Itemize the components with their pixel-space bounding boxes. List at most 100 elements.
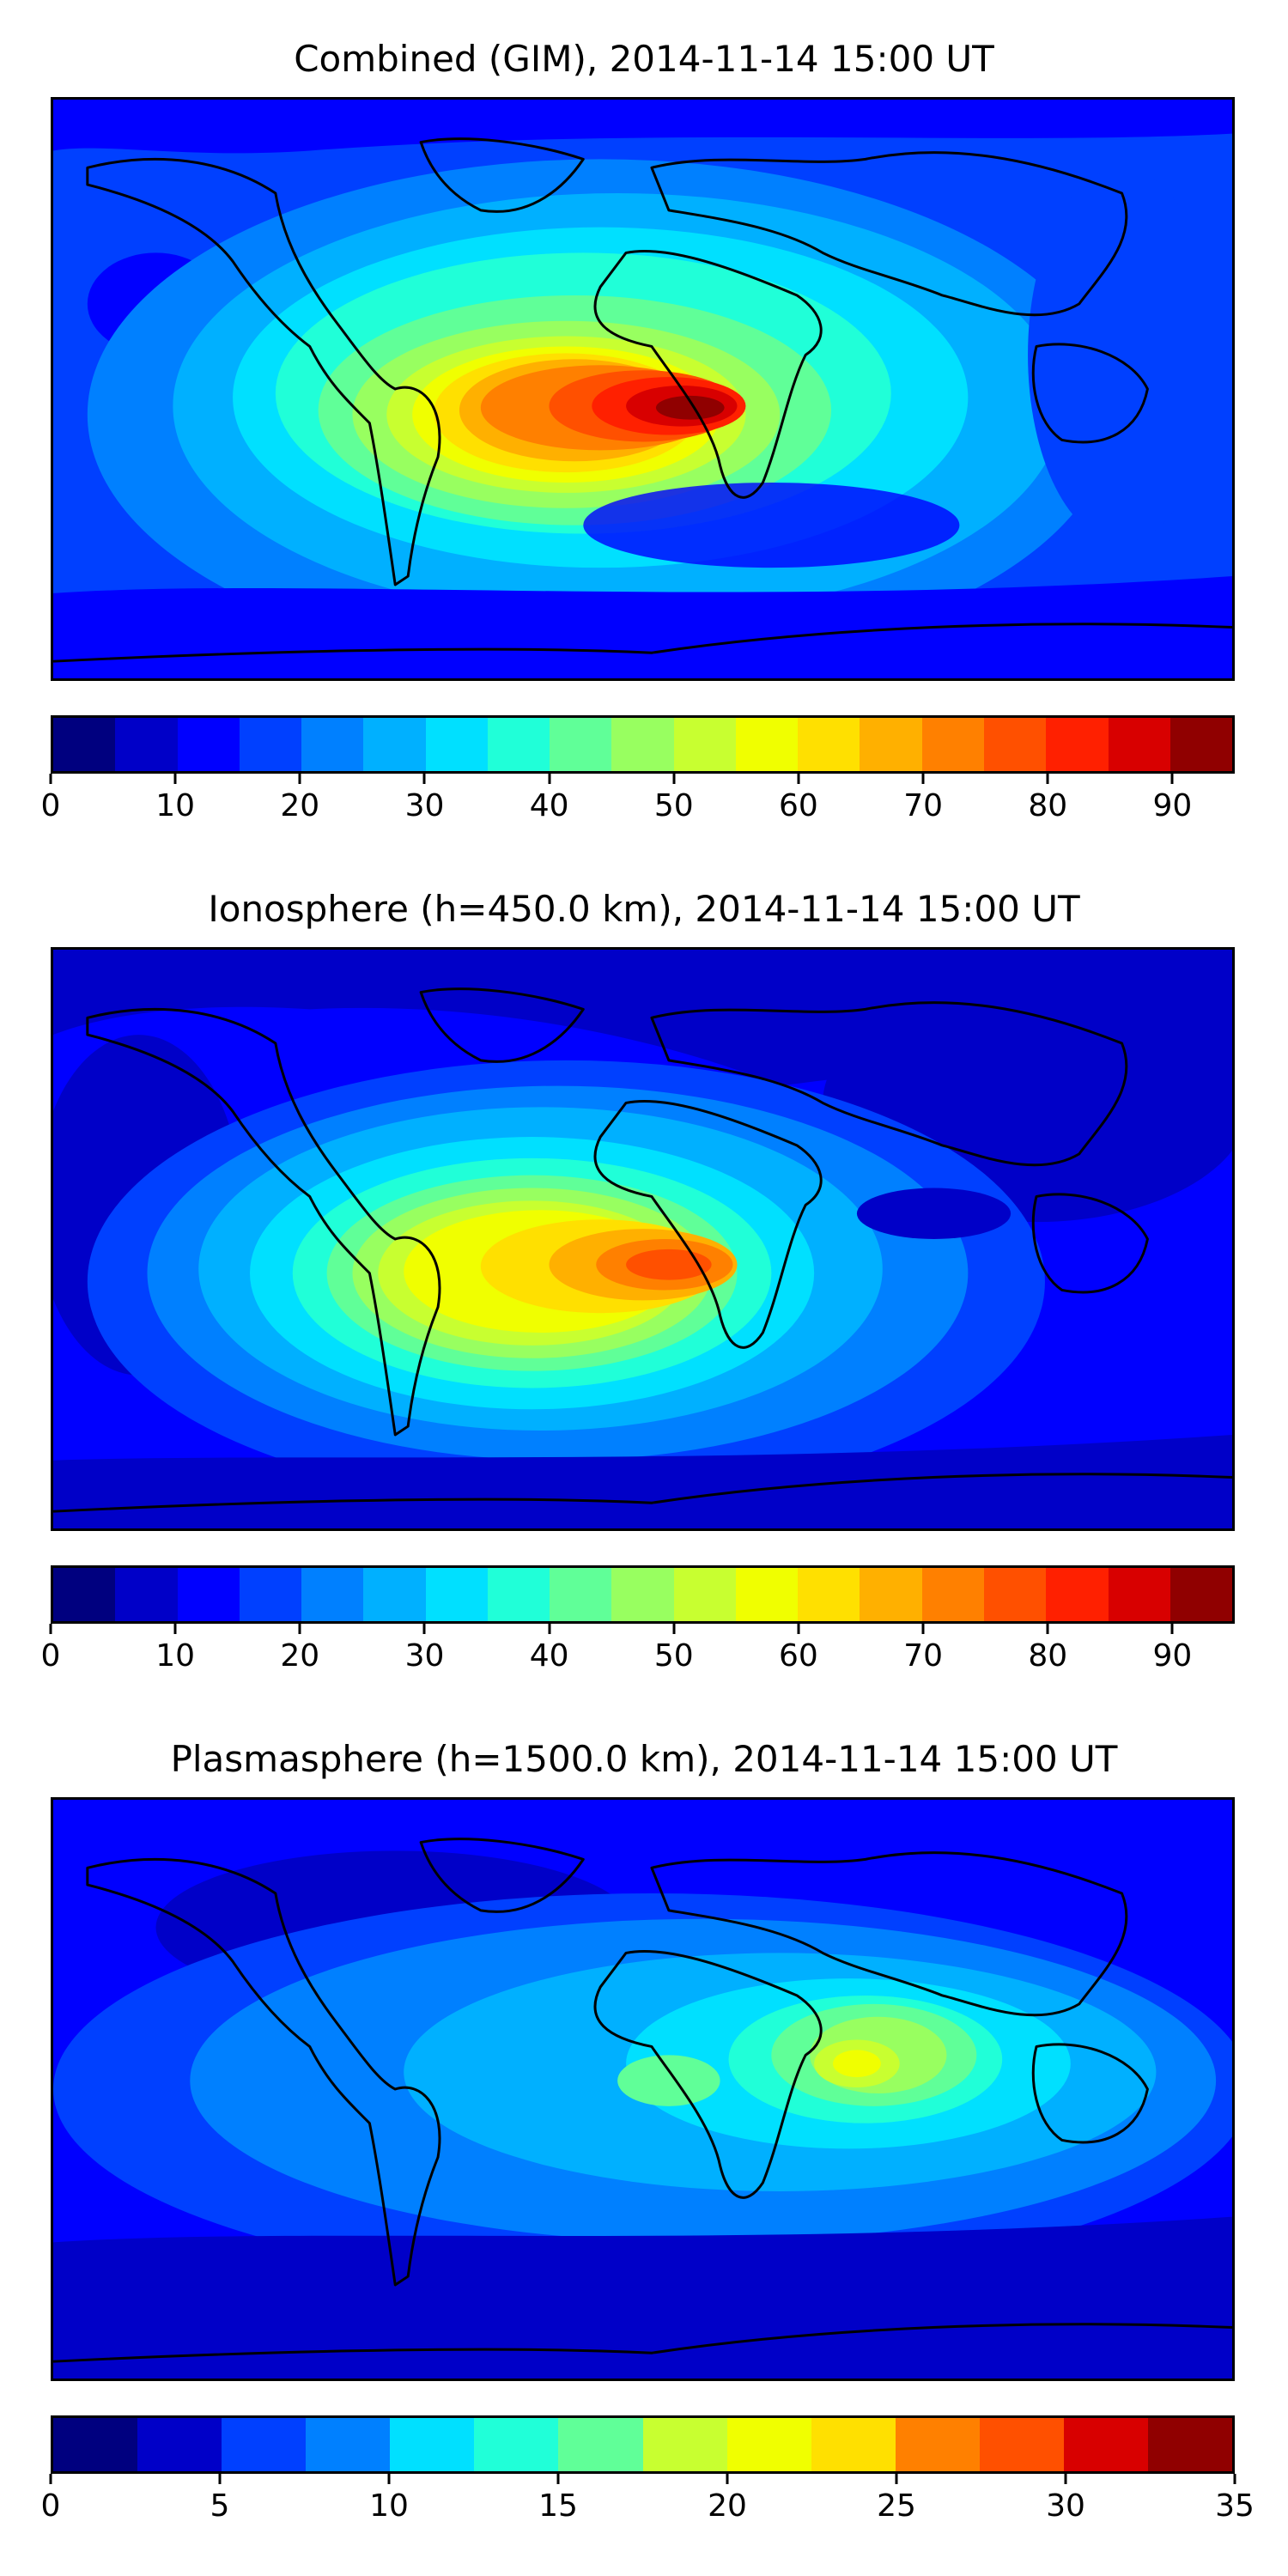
- colorbar-segment: [1046, 718, 1109, 771]
- colorbar-segment: [306, 2418, 391, 2471]
- colorbar-segment: [860, 718, 922, 771]
- colorbar-tick-label: 25: [877, 2488, 916, 2524]
- map-ionosphere-tec: [51, 947, 1235, 1531]
- colorbar-tick-mark: [218, 2474, 222, 2484]
- colorbar-ticks-plasmasphere: 0 5 10 15 20 25 30 35: [41, 2474, 1255, 2525]
- colorbar-segment: [1108, 1568, 1170, 1621]
- colorbar-tick-label: 60: [779, 1638, 818, 1674]
- colorbar-plasmasphere: [51, 2415, 1235, 2474]
- colorbar-segment: [1170, 718, 1233, 771]
- colorbar-tick-label: 80: [1028, 1638, 1068, 1674]
- colorbar-combined: [51, 715, 1235, 774]
- colorbar-segment: [474, 2418, 559, 2471]
- colorbar-segment: [673, 718, 736, 771]
- colorbar-segment: [1108, 718, 1170, 771]
- colorbar-tick-label: 40: [529, 1638, 569, 1674]
- colorbar-segment: [921, 718, 984, 771]
- colorbar-tick-label: 30: [404, 788, 445, 823]
- colorbar-segment: [1170, 1568, 1233, 1621]
- colorbar-segment: [1148, 2418, 1233, 2471]
- colorbar-segment: [1046, 1568, 1109, 1621]
- colorbar-tick-mark: [726, 2474, 729, 2484]
- colorbar-tick-mark: [422, 1624, 426, 1634]
- colorbar-tick-label: 0: [40, 1638, 61, 1674]
- colorbar-tick-mark: [797, 774, 800, 784]
- colorbar-segment: [115, 1568, 178, 1621]
- colorbar-tick-mark: [298, 774, 301, 784]
- colorbar-tick-label: 30: [404, 1638, 445, 1674]
- colorbar-tick-label: 90: [1152, 1638, 1193, 1674]
- colorbar-segment: [177, 1568, 240, 1621]
- colorbar-tick-mark: [921, 1624, 925, 1634]
- colorbar-segment: [222, 2418, 307, 2471]
- colorbar-tick-label: 5: [210, 2488, 230, 2524]
- colorbar-tick-mark: [1170, 774, 1174, 784]
- coastlines: [53, 137, 1232, 663]
- colorbar-segment: [1063, 2418, 1149, 2471]
- colorbar-tick-label: 70: [903, 1638, 943, 1674]
- colorbar-segment: [642, 2418, 727, 2471]
- colorbar-segment: [53, 1568, 116, 1621]
- colorbar-tick-label: 0: [40, 788, 61, 823]
- colorbar-tick-label: 50: [653, 788, 694, 823]
- colorbar-segment: [983, 1568, 1047, 1621]
- colorbar-tick-label: 80: [1028, 788, 1068, 823]
- colorbar-tick-mark: [1064, 2474, 1067, 2484]
- colorbar-segment: [726, 2418, 811, 2471]
- colorbar-tick-mark: [387, 2474, 391, 2484]
- colorbar-segment: [53, 2418, 138, 2471]
- colorbar-segment: [550, 718, 612, 771]
- colorbar-segment: [137, 2418, 222, 2471]
- colorbar-segment: [558, 2418, 643, 2471]
- colorbar-tick-label: 20: [708, 2488, 747, 2524]
- colorbar-segment: [363, 1568, 426, 1621]
- colorbar-segment: [611, 718, 674, 771]
- colorbar-tick-mark: [797, 1624, 800, 1634]
- colorbar-segment: [363, 718, 426, 771]
- colorbar-tick-label: 90: [1152, 788, 1193, 823]
- colorbar-tick-mark: [422, 774, 426, 784]
- contour-map: [53, 1800, 1232, 2379]
- colorbar-tick-label: 20: [280, 1638, 320, 1674]
- colorbar-tick-label: 70: [903, 788, 943, 823]
- colorbar-segment: [487, 1568, 550, 1621]
- colorbar-segment: [390, 2418, 475, 2471]
- colorbar-segment: [239, 718, 302, 771]
- colorbar-tick-label: 20: [280, 788, 320, 823]
- colorbar-segment: [798, 1568, 860, 1621]
- colorbar-tick-mark: [49, 1624, 52, 1634]
- colorbar-tick-mark: [921, 774, 925, 784]
- panel-title-plasmasphere: Plasmasphere (h=1500.0 km), 2014-11-14 1…: [170, 1738, 1118, 1780]
- colorbar-segment: [425, 718, 488, 771]
- contour-map: [53, 100, 1232, 678]
- panel-title-ionosphere: Ionosphere (h=450.0 km), 2014-11-14 15:0…: [208, 888, 1080, 930]
- colorbar-segment: [550, 1568, 612, 1621]
- colorbar-tick-label: 40: [529, 788, 569, 823]
- contour-map: [53, 950, 1232, 1528]
- colorbar-tick-label: 0: [40, 2488, 61, 2524]
- colorbar-tick-label: 10: [155, 1638, 196, 1674]
- colorbar-tick-mark: [49, 2474, 52, 2484]
- panel-title-combined: Combined (GIM), 2014-11-14 15:00 UT: [294, 38, 994, 80]
- colorbar-ionosphere: [51, 1565, 1235, 1624]
- colorbar-segment: [425, 1568, 488, 1621]
- colorbar-segment: [811, 2418, 896, 2471]
- colorbar-segment: [301, 1568, 364, 1621]
- colorbar-ticks-combined: 0 10 20 30 40 50 60 70 80 90: [41, 774, 1235, 825]
- colorbar-segment: [301, 718, 364, 771]
- colorbar-tick-mark: [672, 1624, 676, 1634]
- colorbar-segment: [860, 1568, 922, 1621]
- colorbar-segment: [53, 718, 116, 771]
- coastlines: [53, 987, 1232, 1513]
- colorbar-segment: [979, 2418, 1064, 2471]
- colorbar-ticks-ionosphere: 0 10 20 30 40 50 60 70 80 90: [41, 1624, 1235, 1675]
- colorbar-segment: [921, 1568, 984, 1621]
- colorbar-tick-mark: [1233, 2474, 1236, 2484]
- colorbar-tick-mark: [1046, 774, 1049, 784]
- colorbar-tick-mark: [173, 774, 177, 784]
- colorbar-tick-label: 50: [653, 1638, 694, 1674]
- colorbar-tick-mark: [548, 1624, 551, 1634]
- colorbar-tick-mark: [1170, 1624, 1174, 1634]
- coastlines: [53, 1838, 1232, 2363]
- colorbar-tick-label: 35: [1215, 2488, 1255, 2524]
